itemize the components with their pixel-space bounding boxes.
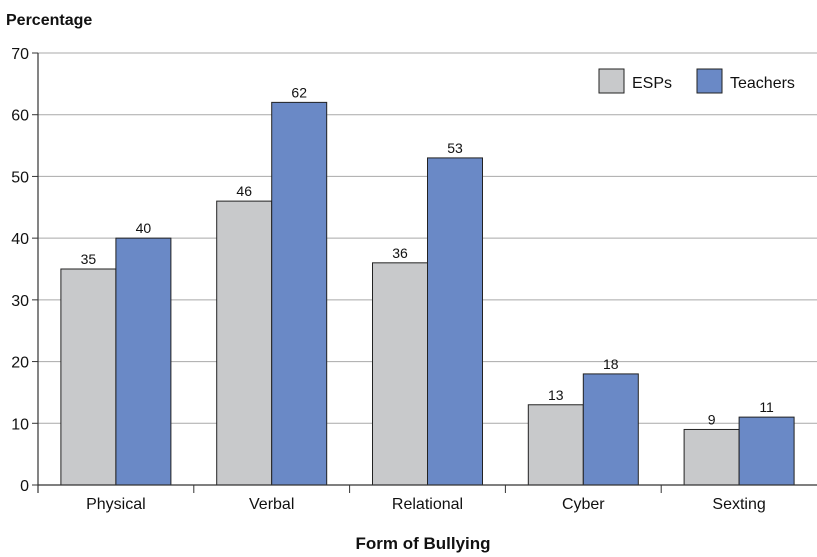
y-tick-label: 40 [11,231,29,248]
y-tick-label: 30 [11,293,29,310]
bar-esps [527,404,584,486]
x-axis-title: Form of Bullying [355,534,490,553]
y-tick-label: 60 [11,108,29,125]
y-axis-ticks: 0 10 20 30 40 50 60 70 [11,46,38,495]
y-tick-label: 20 [11,355,29,372]
bar-teachers [582,373,639,486]
bar-teachers [271,101,328,486]
y-tick-label: 10 [11,416,29,433]
bar-esps [60,268,117,486]
axes [37,53,817,493]
bar-value-label: 18 [603,356,619,372]
bar-esps [683,428,740,486]
y-axis-title: Percentage [6,12,92,29]
bar-value-label: 46 [236,183,252,199]
bar-teachers [738,416,795,486]
bar-teachers [115,237,172,486]
x-category-label: Relational [392,496,463,513]
bar-teachers [427,157,483,486]
bar-value-label: 9 [708,411,716,427]
y-tick-label: 0 [20,478,29,495]
x-axis-categories: Physical Verbal Relational Cyber Sexting [86,496,766,513]
y-tick-label: 70 [11,46,29,63]
bar-value-label: 36 [392,245,408,261]
legend-swatch-teachers [696,68,723,94]
x-category-label: Verbal [249,496,294,513]
bar-value-label: 11 [759,399,774,415]
bar-value-label: 53 [447,140,463,156]
legend-label-teachers: Teachers [730,75,795,92]
bar-value-label: 13 [548,387,564,403]
y-tick-label: 50 [11,169,29,186]
bar-esps [372,262,428,486]
bar-value-label: 35 [81,251,97,267]
bar-value-label: 40 [136,220,152,236]
x-category-label: Sexting [712,496,765,513]
x-category-label: Cyber [562,496,605,513]
legend-label-esps: ESPs [632,75,672,92]
legend: ESPs Teachers [598,68,795,94]
x-category-label: Physical [86,496,146,513]
bar-value-label: 62 [291,84,307,100]
bar-esps [216,200,273,486]
bars: 35 40 46 62 36 53 13 18 9 11 [60,84,795,486]
legend-swatch-esps [598,68,625,94]
